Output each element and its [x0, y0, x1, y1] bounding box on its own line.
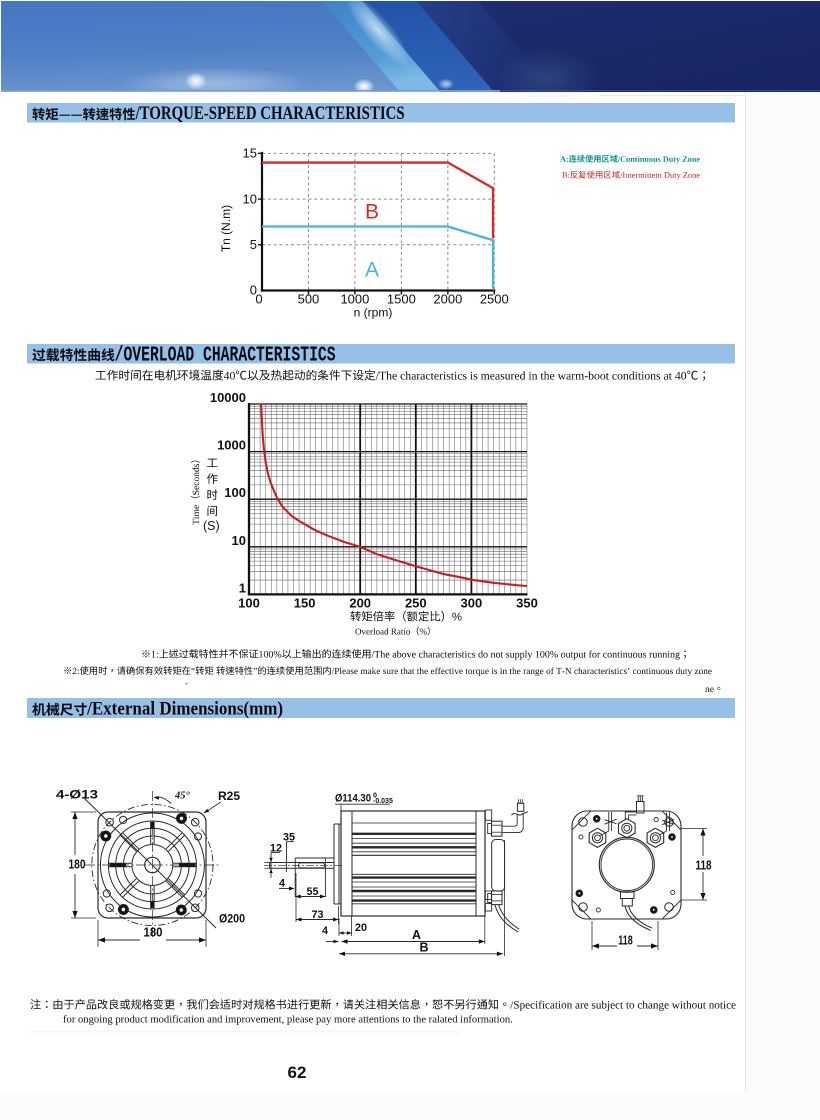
svg-text:1000: 1000 [340, 292, 369, 307]
svg-text:Tn (N.m): Tn (N.m) [219, 205, 233, 252]
svg-text:73: 73 [311, 909, 323, 921]
svg-text:118: 118 [618, 934, 633, 948]
svg-text:250: 250 [405, 596, 427, 611]
svg-text:-0.035: -0.035 [373, 798, 393, 805]
svg-text:-: - [185, 678, 188, 688]
svg-text:Ø200: Ø200 [219, 914, 245, 926]
svg-text:4: 4 [279, 878, 285, 890]
svg-text:/External Dimensions(mm): /External Dimensions(mm) [86, 699, 283, 720]
svg-text:4-Ø13: 4-Ø13 [56, 788, 98, 802]
svg-text:118: 118 [696, 859, 712, 873]
svg-text:55: 55 [306, 886, 318, 898]
svg-text:n (rpm): n (rpm) [354, 306, 393, 320]
svg-text:A: A [412, 928, 421, 942]
svg-text:/OVERLOAD CHARACTERISTICS: /OVERLOAD CHARACTERISTICS [115, 344, 336, 367]
svg-text:35: 35 [283, 832, 295, 844]
svg-text:12: 12 [270, 843, 282, 855]
svg-text:for ongoing product modificati: for ongoing product modification and imp… [63, 1015, 513, 1026]
svg-text:500: 500 [298, 292, 320, 307]
svg-text:0: 0 [250, 283, 257, 298]
svg-text:10: 10 [243, 191, 257, 206]
svg-text:100: 100 [238, 596, 260, 611]
svg-text:45°: 45° [174, 791, 191, 802]
svg-text:5: 5 [250, 237, 257, 252]
svg-text:1: 1 [239, 580, 246, 595]
svg-text:A: A [365, 259, 379, 282]
svg-text:100: 100 [224, 485, 246, 500]
svg-text:0: 0 [373, 793, 377, 800]
svg-text:180: 180 [69, 858, 86, 872]
svg-text:1000: 1000 [217, 438, 246, 453]
svg-text:2500: 2500 [480, 292, 509, 307]
svg-text:4: 4 [322, 925, 328, 937]
svg-text:/TORQUE-SPEED CHARACTERISTICS: /TORQUE-SPEED CHARACTERISTICS [135, 103, 405, 124]
svg-text:300: 300 [461, 596, 483, 611]
svg-text:180: 180 [144, 926, 163, 940]
svg-text:R25: R25 [218, 789, 240, 803]
svg-text:10000: 10000 [210, 390, 246, 405]
svg-text:B: B [365, 201, 379, 224]
svg-text:62: 62 [288, 1063, 307, 1082]
svg-text:0: 0 [255, 292, 262, 307]
svg-text:350: 350 [516, 596, 538, 611]
svg-text:10: 10 [232, 533, 246, 548]
svg-text:Ø114.30: Ø114.30 [335, 793, 371, 805]
svg-text:2000: 2000 [433, 292, 462, 307]
svg-text:200: 200 [349, 596, 371, 611]
svg-text:B: B [419, 941, 428, 955]
svg-text:20: 20 [355, 922, 367, 934]
svg-text:(S): (S) [203, 519, 220, 533]
svg-text:1500: 1500 [387, 292, 416, 307]
svg-text:15: 15 [243, 146, 257, 161]
svg-text:150: 150 [294, 596, 316, 611]
